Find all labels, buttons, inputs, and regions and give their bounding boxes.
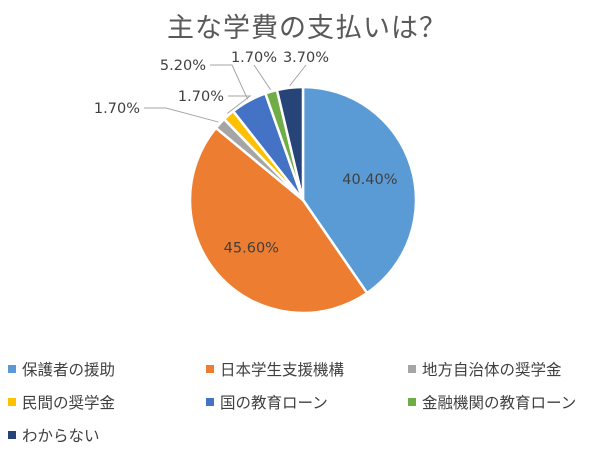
legend-item-2: 日本学生支援機構 [206, 358, 344, 380]
legend-swatch-1 [8, 365, 16, 373]
leader-line-5 [210, 64, 249, 100]
legend-swatch-2 [206, 365, 214, 373]
legend-swatch-4 [8, 398, 16, 406]
data-label-3: 1.70% [94, 101, 140, 117]
legend-item-3: 地方自治体の奨学金 [408, 358, 562, 380]
legend-swatch-3 [408, 365, 416, 373]
leader-line-4 [226, 95, 252, 114]
legend-label-4: 民間の奨学金 [22, 394, 116, 412]
data-label-4: 1.70% [178, 89, 224, 105]
leader-line-3 [144, 107, 219, 123]
pie-slice-7 [275, 85, 305, 202]
data-label-1: 40.40% [342, 172, 397, 188]
pie-slice-2 [188, 126, 369, 315]
data-label-6: 1.70% [231, 50, 277, 66]
data-label-5: 5.20% [160, 58, 206, 74]
data-label-7: 3.70% [283, 50, 329, 66]
legend-item-6: 金融機関の教育ローン [408, 391, 576, 413]
chart-title: 主な学費の支払いは？ [167, 13, 447, 44]
leader-line-7 [289, 64, 307, 87]
legend-label-7: わからない [22, 427, 100, 445]
legend-item-1: 保護者の援助 [8, 358, 115, 380]
pie-chart: 40.40% 45.60% 1.70% 1.70% 5.20% 1.70% 3.70% [94, 50, 418, 315]
legend-swatch-5 [206, 398, 214, 406]
data-label-2: 45.60% [224, 240, 279, 256]
legend-item-7: わからない [8, 424, 100, 446]
legend-swatch-7 [8, 431, 16, 439]
legend-label-6: 金融機関の教育ローン [422, 394, 577, 412]
legend-item-4: 民間の奨学金 [8, 391, 115, 413]
legend-item-5: 国の教育ローン [206, 391, 328, 413]
legend-label-2: 日本学生支援機構 [220, 361, 345, 379]
legend-label-3: 地方自治体の奨学金 [422, 361, 562, 379]
legend-label-5: 国の教育ローン [220, 394, 328, 412]
leader-line-6 [253, 64, 271, 90]
legend-label-1: 保護者の援助 [22, 361, 116, 379]
legend-swatch-6 [408, 398, 416, 406]
pie-slice-1 [301, 85, 418, 295]
